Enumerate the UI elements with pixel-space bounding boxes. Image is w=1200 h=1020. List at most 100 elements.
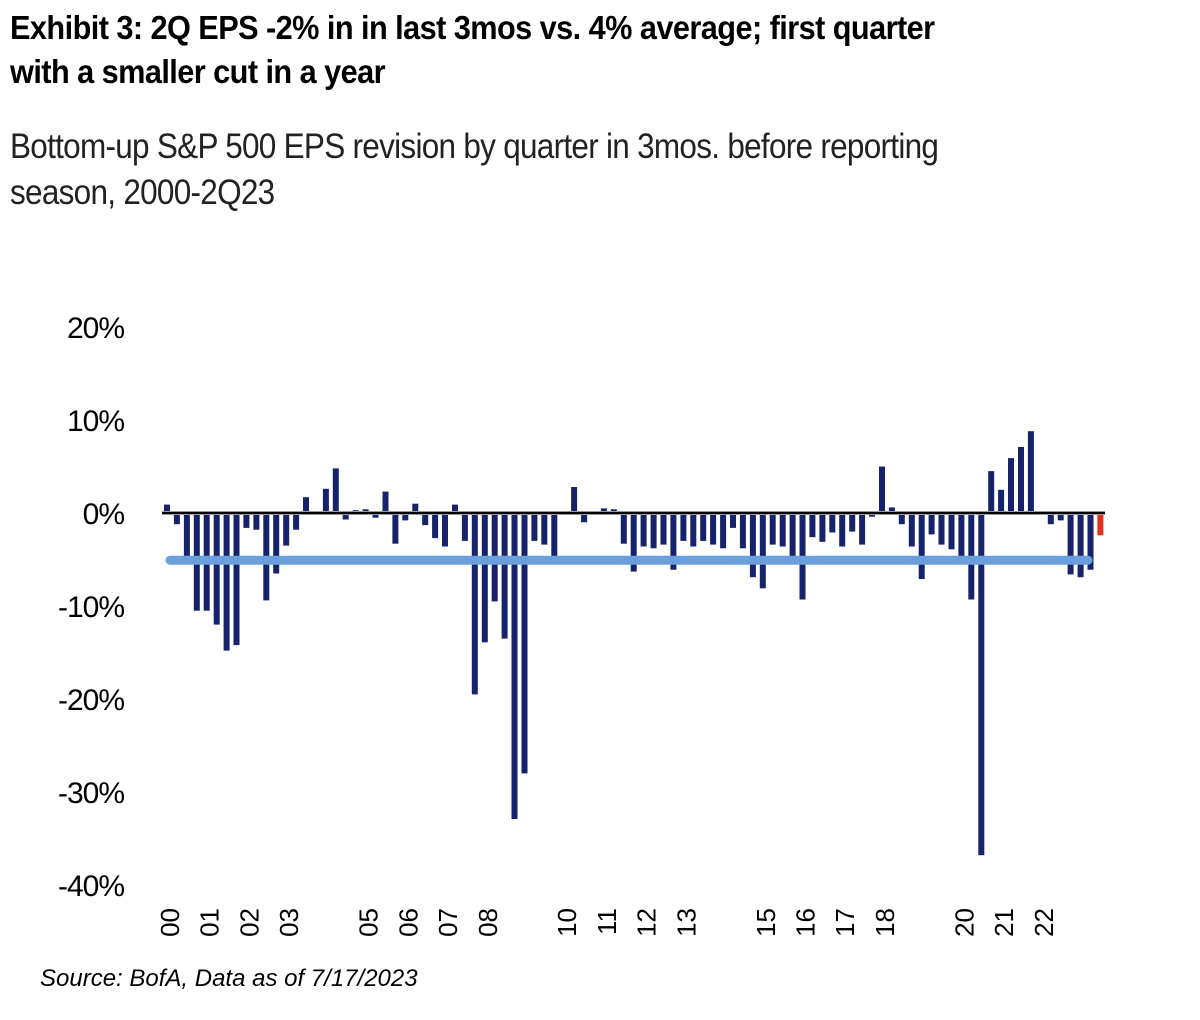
chart-title-line-1: Exhibit 3: 2Q EPS -2% in in last 3mos vs… (10, 9, 935, 46)
bar (471, 513, 478, 695)
bar (1057, 513, 1064, 521)
y-tick-label: 0% (83, 498, 125, 531)
x-tick-label: 01 (195, 908, 225, 937)
bar (670, 513, 677, 570)
bar (700, 513, 707, 541)
bar (164, 504, 170, 513)
bar (879, 466, 885, 513)
x-tick-label: 15 (751, 908, 781, 937)
source-note: Source: BofA, Data as of 7/17/2023 (40, 965, 418, 992)
bar (452, 504, 458, 513)
bar (710, 513, 717, 545)
x-axis: 00 01 02 03 05 06 07 08 10 11 12 13 15 16 17 18 20 21 22 (155, 908, 1059, 937)
bar (829, 513, 836, 533)
bar (412, 503, 419, 513)
bar (511, 513, 518, 819)
bar (620, 513, 627, 544)
bar (660, 513, 667, 545)
bar (988, 471, 995, 513)
bar (918, 513, 925, 579)
bar (998, 489, 1005, 514)
chart-subtitle: Bottom-up S&P 500 EPS revision by quarte… (10, 124, 939, 216)
bar (571, 487, 578, 513)
y-axis: 20% 10% 0% -10% -20% -30% -40% (58, 312, 125, 903)
bar (958, 513, 965, 558)
x-tick-label: 05 (354, 908, 384, 937)
bar (839, 513, 846, 547)
bar (402, 513, 409, 521)
bar (1087, 513, 1094, 570)
bar (501, 513, 508, 639)
bar (442, 513, 448, 547)
x-tick-label: 12 (632, 908, 662, 937)
bar (680, 513, 687, 541)
x-tick-label: 02 (234, 908, 264, 937)
bar (342, 513, 349, 520)
y-tick-label: 10% (67, 405, 124, 438)
bar (630, 513, 637, 572)
bar (809, 513, 816, 538)
bar (1047, 513, 1054, 525)
x-tick-label: 07 (433, 908, 463, 937)
y-tick-label: -10% (58, 591, 124, 624)
bar (432, 513, 439, 539)
bar (769, 513, 776, 545)
bar (382, 491, 389, 513)
bar (898, 513, 905, 525)
x-tick-label: 13 (671, 908, 701, 937)
bar (730, 513, 736, 528)
x-tick-label: 22 (1029, 908, 1059, 937)
y-tick-label: -20% (58, 684, 124, 717)
bar (551, 513, 558, 559)
bar (213, 513, 220, 625)
bar (481, 513, 488, 643)
x-tick-label: 11 (592, 908, 622, 935)
bar (1018, 447, 1024, 513)
bar (461, 513, 468, 541)
x-tick-label: 21 (989, 908, 1019, 937)
y-tick-label: 20% (67, 312, 124, 345)
bar (779, 513, 786, 547)
bar (1077, 513, 1084, 578)
bar (521, 513, 528, 774)
x-tick-label: 08 (473, 908, 503, 937)
bar (531, 513, 538, 541)
bar (640, 513, 647, 547)
bar (928, 513, 935, 535)
chart-title: Exhibit 3: 2Q EPS -2% in in last 3mos vs… (10, 6, 1117, 94)
bar (243, 513, 250, 528)
y-tick-label: -40% (58, 870, 124, 903)
bar-latest (1097, 513, 1104, 536)
y-tick-label: -30% (58, 777, 124, 810)
bar (322, 488, 329, 513)
bar (789, 513, 796, 558)
bar (978, 513, 985, 856)
bar (650, 513, 657, 549)
chart-title-line-2: with a smaller cut in a year (10, 53, 386, 90)
bar (422, 513, 429, 526)
bar (372, 513, 379, 518)
bar (273, 513, 280, 574)
bar (739, 513, 746, 549)
bar (233, 513, 240, 646)
chart-subtitle-line-2: season, 2000-2Q23 (10, 173, 275, 212)
bar (938, 513, 945, 545)
bar (948, 513, 955, 550)
x-tick-label: 18 (870, 908, 900, 937)
bar (600, 508, 607, 514)
bar (1067, 513, 1074, 575)
bar (183, 513, 190, 558)
bar (392, 513, 399, 544)
x-tick-label: 03 (274, 908, 304, 937)
bar (720, 513, 727, 549)
bar (303, 497, 309, 513)
bar (173, 513, 180, 525)
bar (541, 513, 548, 545)
x-tick-label: 20 (949, 908, 979, 937)
chart-subtitle-line-1: Bottom-up S&P 500 EPS revision by quarte… (10, 127, 939, 166)
bar (293, 513, 300, 530)
x-tick-label: 17 (830, 908, 860, 937)
x-tick-label: 00 (155, 908, 185, 937)
bar (223, 513, 230, 651)
